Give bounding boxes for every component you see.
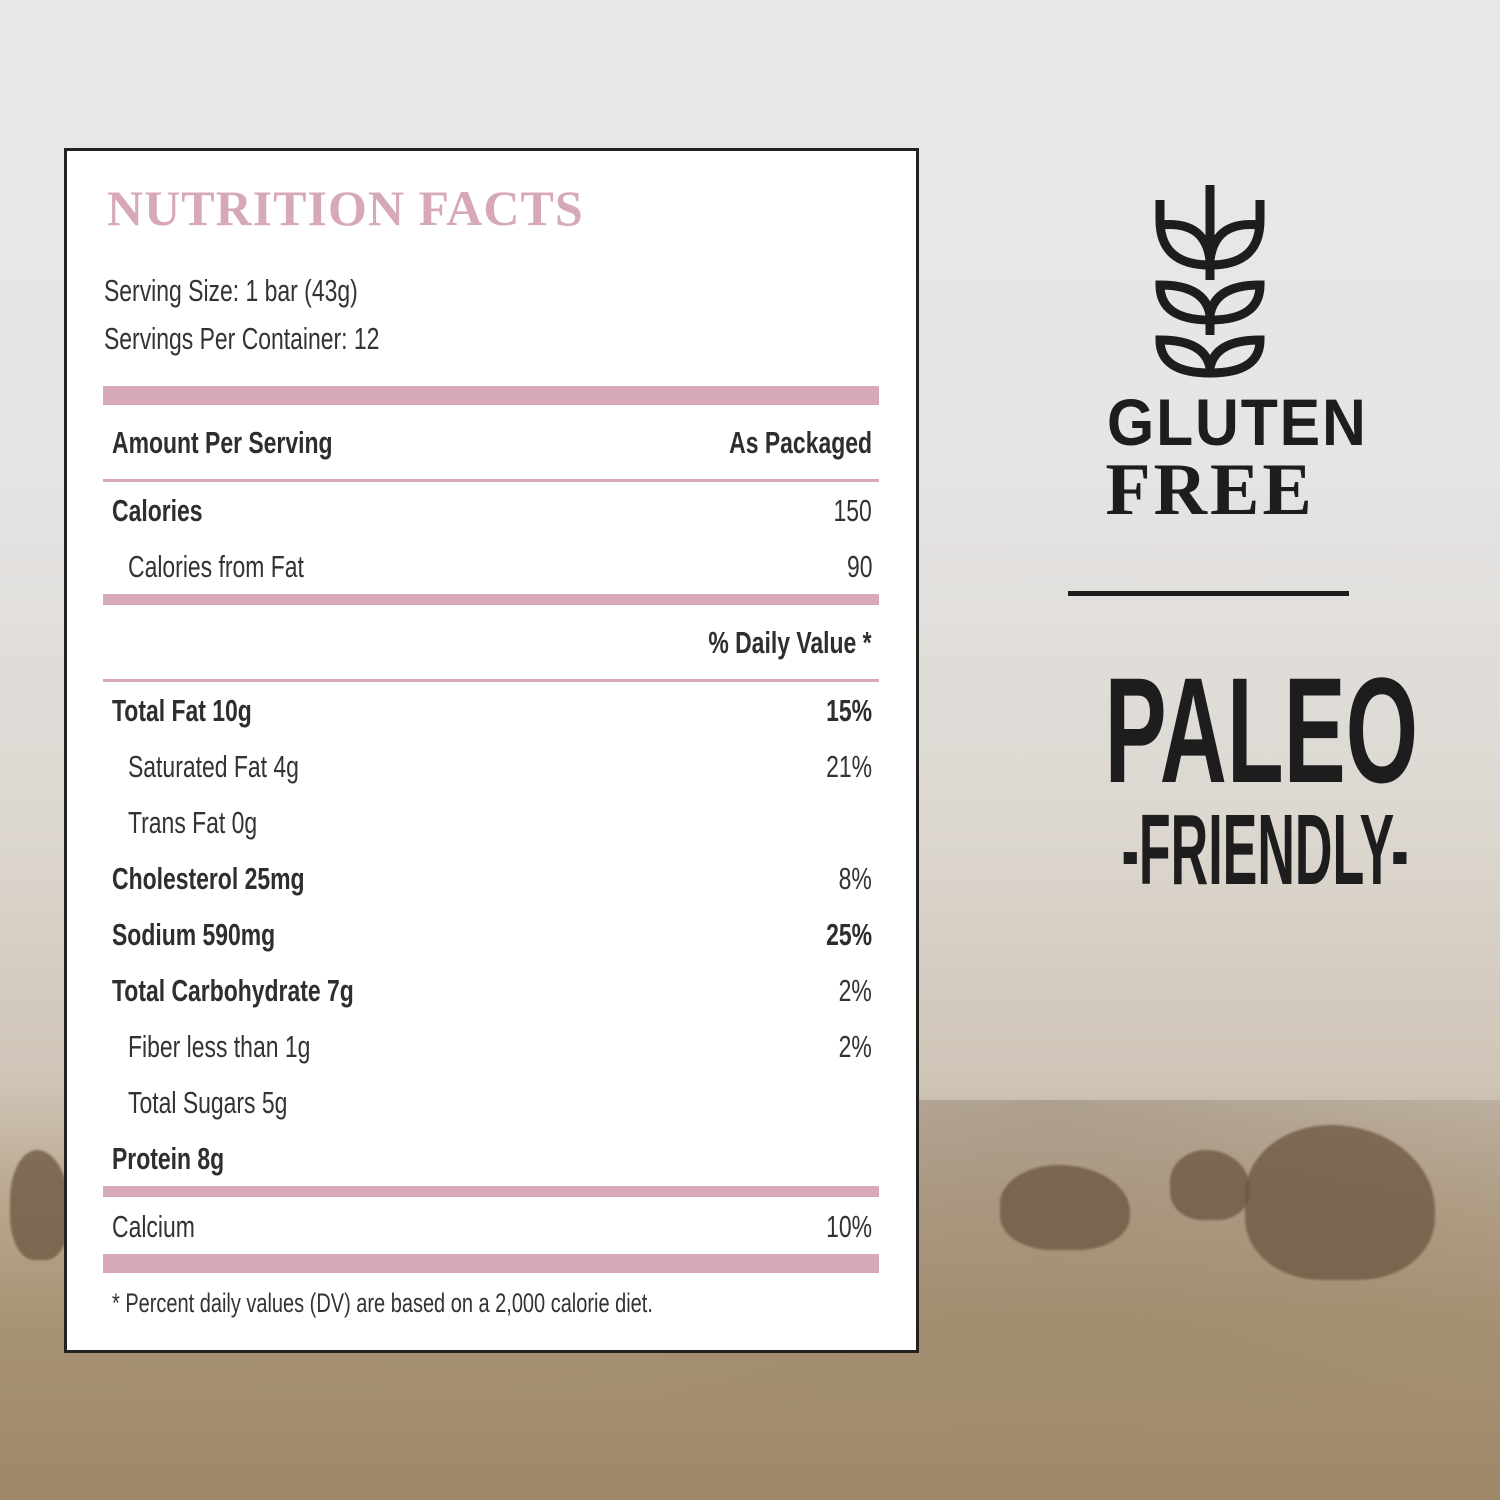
as-packaged: As Packaged: [729, 425, 872, 460]
label-title: NUTRITION FACTS: [107, 180, 584, 236]
divider-thick: [103, 386, 879, 405]
nutrient-dv: 25%: [826, 917, 872, 952]
nutrient-label: Total Fat 10g: [112, 693, 252, 728]
bison-silhouette: [1000, 1165, 1130, 1250]
calories-label: Calories: [112, 493, 203, 528]
calories-value: 150: [833, 493, 872, 528]
paleo-text: PALEO: [1104, 646, 1419, 814]
divider-medium: [103, 1186, 879, 1197]
divider-thin: [103, 679, 879, 682]
nutrition-facts-panel: NUTRITION FACTS Serving Size: 1 bar (43g…: [64, 148, 919, 1353]
nutrient-label: Sodium 590mg: [112, 917, 276, 952]
nutrient-label: Saturated Fat 4g: [128, 749, 299, 784]
footnote: * Percent daily values (DV) are based on…: [112, 1288, 653, 1318]
wheat-icon: [1155, 185, 1265, 378]
amount-per-serving: Amount Per Serving: [112, 425, 333, 460]
friendly-text: -FRIENDLY-: [1121, 794, 1409, 906]
nutrient-dv: 2%: [838, 1029, 872, 1064]
serving-size: Serving Size: 1 bar (43g): [104, 273, 358, 308]
nutrient-dv: 2%: [838, 973, 872, 1008]
calcium-label: Calcium: [112, 1209, 195, 1244]
nutrient-label: Fiber less than 1g: [128, 1029, 311, 1064]
nutrient-dv: 8%: [838, 861, 872, 896]
bison-silhouette: [1245, 1125, 1435, 1280]
nutrient-label: Trans Fat 0g: [128, 805, 258, 840]
nutrient-dv: 15%: [826, 693, 872, 728]
nutrient-label: Protein 8g: [112, 1141, 225, 1176]
divider-medium: [103, 594, 879, 605]
calories-from-fat-value: 90: [846, 549, 872, 584]
nutrient-label: Total Carbohydrate 7g: [112, 973, 354, 1008]
calcium-dv: 10%: [826, 1209, 872, 1244]
divider-thick: [103, 1254, 879, 1273]
divider-thin: [103, 479, 879, 482]
badge-divider: [1068, 591, 1349, 596]
nutrient-label: Cholesterol 25mg: [112, 861, 305, 896]
bison-silhouette: [1170, 1150, 1250, 1220]
servings-per-container: Servings Per Container: 12: [104, 321, 380, 356]
nutrient-dv: 21%: [826, 749, 872, 784]
free-text: FREE: [1105, 449, 1315, 531]
daily-value-header: % Daily Value *: [708, 625, 872, 660]
nutrient-label: Total Sugars 5g: [128, 1085, 288, 1120]
gluten-text: GLUTEN: [1107, 385, 1368, 459]
calories-from-fat-label: Calories from Fat: [128, 549, 304, 584]
bison-silhouette: [10, 1150, 70, 1260]
